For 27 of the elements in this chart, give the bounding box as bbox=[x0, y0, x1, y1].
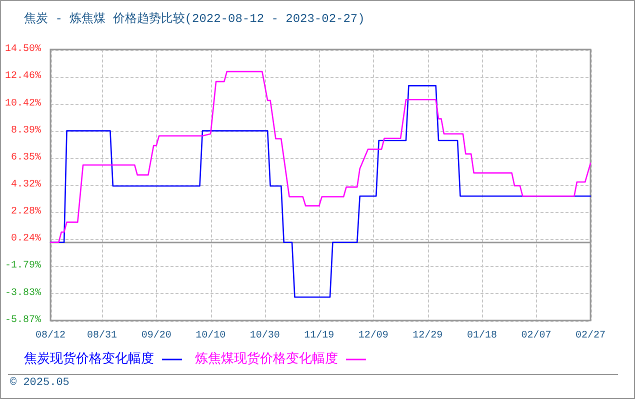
y-tick-label: 2.28% bbox=[10, 206, 41, 218]
x-tick-label: 09/20 bbox=[141, 330, 172, 342]
x-tick-label: 11/19 bbox=[304, 330, 334, 342]
y-tick-label: 0.24% bbox=[10, 234, 41, 245]
x-tick-label: 10/10 bbox=[196, 330, 226, 342]
x-tick-label: 10/30 bbox=[250, 330, 280, 342]
y-tick-label: 10.42% bbox=[4, 98, 41, 110]
y-tick-label: 6.35% bbox=[10, 152, 41, 164]
y-tick-label: 12.46% bbox=[4, 71, 41, 82]
x-tick-label: 01/18 bbox=[466, 330, 497, 342]
y-tick-label: 8.39% bbox=[10, 125, 41, 136]
y-tick-label: -1.79% bbox=[4, 260, 41, 272]
x-tick-label: 08/12 bbox=[35, 330, 66, 342]
x-tick-label: 12/29 bbox=[412, 330, 443, 342]
x-tick-label: 02/07 bbox=[521, 330, 552, 342]
legend: 焦炭现货价格变化幅度 炼焦煤现货价格变化幅度 bbox=[24, 352, 366, 366]
y-tick-label: -3.83% bbox=[4, 288, 41, 299]
x-tick-label: 08/31 bbox=[87, 330, 118, 342]
legend-label: 焦炭现货价格变化幅度 bbox=[24, 350, 154, 366]
text: © 2025.05 bbox=[10, 377, 70, 389]
x-tick-label: 02/27 bbox=[575, 330, 606, 342]
y-tick-label: -5.87% bbox=[4, 315, 41, 326]
chart-title: 焦炭 - 炼焦煤 价格趋势比较(2022-08-12 - 2023-02-27) bbox=[24, 12, 365, 26]
legend-label: 炼焦煤现货价格变化幅度 bbox=[195, 350, 338, 366]
y-tick-label: 14.50% bbox=[4, 44, 41, 55]
x-tick-label: 12/09 bbox=[358, 330, 388, 342]
y-tick-label: 4.32% bbox=[10, 179, 41, 190]
